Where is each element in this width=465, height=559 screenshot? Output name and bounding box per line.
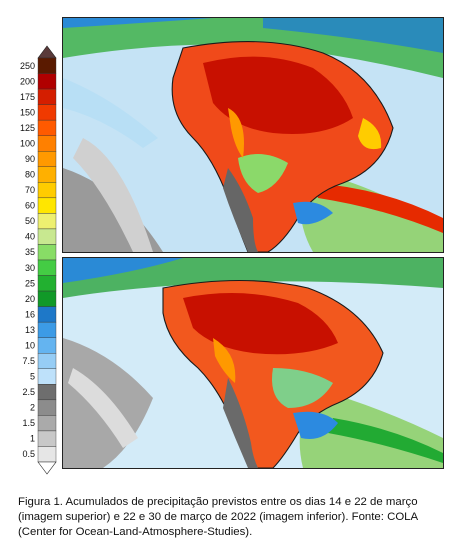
legend-swatch [37, 446, 57, 463]
legend-min-arrow [37, 461, 57, 475]
precipitation-legend: 2502001751501251009080706050403530252016… [20, 45, 57, 475]
map-top-canvas [63, 18, 443, 252]
legend-swatch [37, 259, 57, 276]
legend-label: 35 [25, 247, 35, 257]
legend-label: 13 [25, 325, 35, 335]
legend-swatch [37, 135, 57, 152]
legend-swatch [37, 321, 57, 338]
legend-label: 30 [25, 263, 35, 273]
map-bottom-canvas [63, 258, 443, 468]
legend-label: 20 [25, 294, 35, 304]
legend-label: 50 [25, 216, 35, 226]
legend-label: 60 [25, 201, 35, 211]
legend-swatch [37, 415, 57, 432]
legend-label: 10 [25, 340, 35, 350]
legend-label: 70 [25, 185, 35, 195]
legend-label: 250 [20, 61, 35, 71]
legend-swatch [37, 166, 57, 183]
figure-caption: Figura 1. Acumulados de precipitação pre… [18, 496, 418, 538]
legend-label: 125 [20, 123, 35, 133]
legend-max-arrow [37, 45, 57, 59]
legend-label: 5 [30, 372, 35, 382]
legend-label: 1 [30, 434, 35, 444]
precipitation-map-bottom [62, 257, 444, 469]
legend-label: 40 [25, 232, 35, 242]
legend-swatch [37, 182, 57, 199]
legend-swatch [37, 119, 57, 136]
legend-label: 200 [20, 76, 35, 86]
legend-label: 175 [20, 92, 35, 102]
legend-swatch [37, 151, 57, 167]
legend-swatch [37, 104, 57, 121]
legend-swatch [37, 384, 57, 401]
legend-label: 25 [25, 278, 35, 288]
legend-label: 90 [25, 154, 35, 164]
legend-swatch [37, 88, 57, 105]
legend-swatch [37, 228, 57, 245]
legend-label: 7.5 [22, 356, 35, 366]
legend-swatch [37, 213, 57, 230]
legend-label: 150 [20, 107, 35, 117]
legend-label: 100 [20, 138, 35, 148]
legend-swatch [37, 368, 57, 385]
legend-swatch [37, 337, 57, 354]
legend-label: 2.5 [22, 387, 35, 397]
legend-label: 0.5 [22, 449, 35, 459]
legend-label: 80 [25, 170, 35, 180]
legend-swatch [37, 430, 57, 447]
legend-swatch [37, 290, 57, 307]
legend-swatch [37, 306, 57, 323]
legend-swatch [37, 57, 57, 74]
legend-swatch [37, 73, 57, 90]
legend-swatch [37, 399, 57, 416]
legend-swatch [37, 353, 57, 369]
legend-swatch [37, 244, 57, 261]
legend-label: 2 [30, 403, 35, 413]
precipitation-map-top [62, 17, 444, 253]
legend-swatch [37, 275, 57, 292]
legend-swatch [37, 197, 57, 214]
legend-label: 1.5 [22, 418, 35, 428]
legend-label: 16 [25, 309, 35, 319]
